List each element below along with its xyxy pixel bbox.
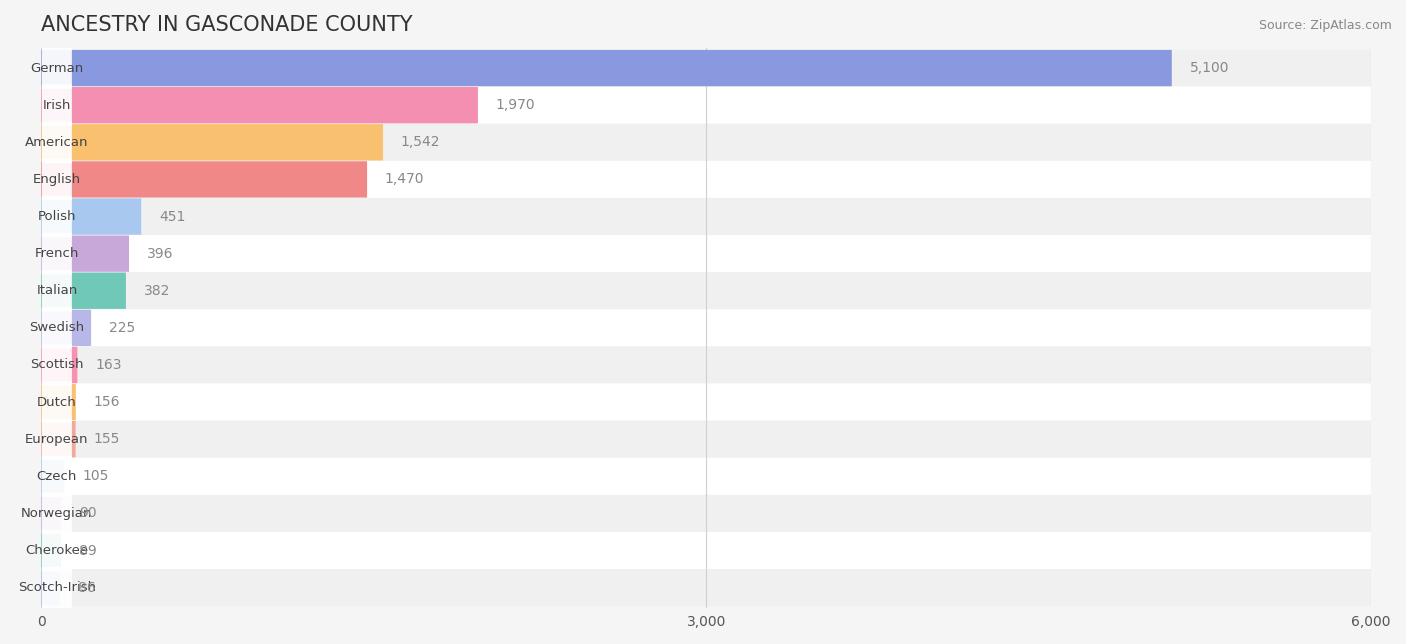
FancyBboxPatch shape xyxy=(41,347,77,383)
FancyBboxPatch shape xyxy=(41,50,1171,86)
FancyBboxPatch shape xyxy=(42,344,72,386)
FancyBboxPatch shape xyxy=(41,310,91,346)
FancyBboxPatch shape xyxy=(41,309,1371,346)
FancyBboxPatch shape xyxy=(42,158,72,200)
Text: German: German xyxy=(31,62,83,75)
FancyBboxPatch shape xyxy=(41,272,127,309)
FancyBboxPatch shape xyxy=(41,272,1371,309)
Text: 5,100: 5,100 xyxy=(1189,61,1229,75)
FancyBboxPatch shape xyxy=(41,458,1371,495)
Text: Czech: Czech xyxy=(37,470,77,483)
FancyBboxPatch shape xyxy=(41,198,141,234)
FancyBboxPatch shape xyxy=(41,161,1371,198)
Text: 1,542: 1,542 xyxy=(401,135,440,149)
FancyBboxPatch shape xyxy=(41,87,1371,124)
FancyBboxPatch shape xyxy=(41,236,129,272)
FancyBboxPatch shape xyxy=(41,235,1371,272)
Text: 89: 89 xyxy=(79,544,97,558)
FancyBboxPatch shape xyxy=(42,232,72,274)
Text: 155: 155 xyxy=(93,432,120,446)
FancyBboxPatch shape xyxy=(42,455,72,497)
FancyBboxPatch shape xyxy=(41,458,65,495)
FancyBboxPatch shape xyxy=(41,495,62,531)
Text: 1,970: 1,970 xyxy=(496,98,536,112)
Text: 225: 225 xyxy=(108,321,135,335)
Text: 90: 90 xyxy=(79,506,97,520)
Text: Dutch: Dutch xyxy=(37,395,77,408)
Text: Italian: Italian xyxy=(37,284,77,298)
Text: Scottish: Scottish xyxy=(30,359,83,372)
FancyBboxPatch shape xyxy=(42,270,72,312)
FancyBboxPatch shape xyxy=(41,384,76,421)
FancyBboxPatch shape xyxy=(42,196,72,238)
FancyBboxPatch shape xyxy=(42,47,72,89)
FancyBboxPatch shape xyxy=(41,346,1371,384)
Text: Swedish: Swedish xyxy=(30,321,84,334)
FancyBboxPatch shape xyxy=(41,421,1371,458)
FancyBboxPatch shape xyxy=(41,161,367,198)
FancyBboxPatch shape xyxy=(42,419,72,460)
FancyBboxPatch shape xyxy=(41,421,76,457)
FancyBboxPatch shape xyxy=(41,124,1371,161)
FancyBboxPatch shape xyxy=(41,495,1371,532)
FancyBboxPatch shape xyxy=(41,569,60,606)
FancyBboxPatch shape xyxy=(42,122,72,163)
FancyBboxPatch shape xyxy=(41,569,1371,606)
Text: Scotch-Irish: Scotch-Irish xyxy=(18,581,96,594)
FancyBboxPatch shape xyxy=(41,384,1371,421)
FancyBboxPatch shape xyxy=(42,530,72,571)
Text: Polish: Polish xyxy=(38,210,76,223)
Text: European: European xyxy=(25,433,89,446)
FancyBboxPatch shape xyxy=(41,532,1371,569)
FancyBboxPatch shape xyxy=(42,307,72,348)
Text: 86: 86 xyxy=(77,581,96,594)
Text: Source: ZipAtlas.com: Source: ZipAtlas.com xyxy=(1258,19,1392,32)
Text: 105: 105 xyxy=(82,469,108,483)
FancyBboxPatch shape xyxy=(41,198,1371,235)
FancyBboxPatch shape xyxy=(41,50,1371,87)
FancyBboxPatch shape xyxy=(42,381,72,423)
Text: Cherokee: Cherokee xyxy=(25,544,89,557)
Text: American: American xyxy=(25,136,89,149)
FancyBboxPatch shape xyxy=(41,533,60,569)
Text: 396: 396 xyxy=(146,247,173,261)
Text: ANCESTRY IN GASCONADE COUNTY: ANCESTRY IN GASCONADE COUNTY xyxy=(41,15,413,35)
Text: French: French xyxy=(35,247,79,260)
FancyBboxPatch shape xyxy=(41,124,382,160)
Text: 451: 451 xyxy=(159,209,186,223)
Text: 163: 163 xyxy=(96,358,121,372)
FancyBboxPatch shape xyxy=(42,493,72,535)
Text: 156: 156 xyxy=(94,395,120,409)
Text: Irish: Irish xyxy=(42,99,72,111)
Text: 382: 382 xyxy=(143,284,170,298)
Text: 1,470: 1,470 xyxy=(385,173,425,186)
FancyBboxPatch shape xyxy=(41,87,478,124)
Text: Norwegian: Norwegian xyxy=(21,507,93,520)
FancyBboxPatch shape xyxy=(42,84,72,126)
Text: English: English xyxy=(32,173,82,186)
FancyBboxPatch shape xyxy=(42,567,72,609)
